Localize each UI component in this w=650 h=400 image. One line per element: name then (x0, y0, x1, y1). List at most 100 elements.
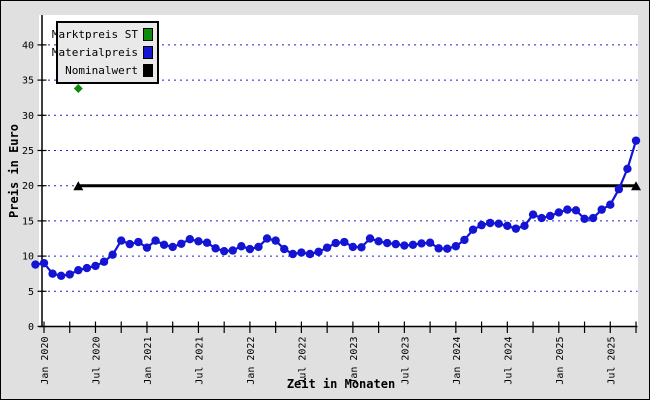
triangle-marker (73, 181, 84, 191)
data-point (280, 244, 289, 254)
axes (39, 15, 638, 328)
y-tick-label: 25 (22, 146, 34, 157)
data-point (159, 240, 169, 250)
data-point (425, 238, 435, 247)
data-point (245, 244, 255, 254)
data-point (125, 239, 134, 249)
x-axis-ticks: Jan 2020 Jul 2020 Jan 2021 Jul 2021 Jan 2022… (40, 321, 637, 385)
y-tick-label: 15 (22, 216, 34, 227)
data-point (177, 239, 186, 248)
data-point (297, 248, 306, 257)
data-point (468, 225, 478, 234)
data-point (65, 270, 74, 279)
data-point (503, 221, 512, 231)
x-tick-label: Jan 2022 (246, 337, 257, 385)
data-point (314, 247, 323, 257)
data-point (305, 249, 315, 259)
data-point (623, 164, 632, 174)
x-tick-label: Jul 2021 (194, 337, 205, 385)
data-point (74, 265, 83, 275)
legend-label: Materialpreis (51, 45, 138, 59)
x-tick-label: Jul 2024 (503, 337, 514, 385)
series-marktpreis-st (73, 84, 83, 94)
x-axis-title: Zeit in Monaten (287, 377, 395, 391)
data-point (288, 249, 298, 259)
y-tick-label: 0 (28, 322, 34, 333)
data-point (443, 244, 452, 253)
legend-swatch-nominalwert (143, 64, 153, 78)
data-point (357, 243, 366, 252)
data-point (134, 237, 143, 247)
data-point (271, 236, 280, 245)
data-point (580, 214, 589, 223)
data-point (211, 244, 220, 253)
y-axis-ticks: 0 5 10 15 20 25 30 35 40 (22, 40, 47, 333)
legend-item: Materialpreis (52, 45, 153, 60)
data-point (117, 236, 126, 245)
y-tick-label: 5 (28, 287, 34, 298)
data-point (485, 218, 495, 228)
data-point (537, 213, 546, 223)
data-point (546, 211, 555, 221)
series-materialpreis (31, 136, 641, 281)
x-tick-label: Jul 2022 (297, 337, 308, 385)
data-point (391, 239, 400, 249)
legend-swatch-marktpreis-st (143, 27, 153, 41)
data-point (31, 260, 40, 269)
data-point (219, 246, 229, 256)
data-point (614, 185, 624, 194)
data-point (520, 221, 529, 231)
legend-item: Marktpreis ST (52, 27, 153, 42)
y-tick-label: 10 (22, 252, 34, 263)
data-point (528, 210, 538, 219)
data-point (597, 205, 606, 214)
data-point (631, 136, 641, 145)
data-point (365, 234, 375, 243)
legend: Marktpreis ST Materialpreis Nominalwert (52, 21, 159, 84)
data-point (494, 219, 503, 228)
data-point (194, 237, 203, 246)
data-point (460, 235, 469, 245)
data-point (331, 238, 340, 248)
x-tick-label: Jan 2020 (40, 337, 51, 385)
data-point (374, 237, 383, 246)
y-axis-title: Preis in Euro (7, 124, 21, 218)
x-tick-label: Jul 2025 (606, 337, 617, 385)
data-point (202, 238, 212, 247)
data-point (254, 242, 263, 252)
data-point (563, 205, 572, 214)
x-tick-label: Jan 2023 (349, 337, 360, 385)
data-point (408, 240, 418, 250)
data-point (606, 200, 615, 209)
legend-swatch-materialpreis (143, 45, 153, 59)
data-point (348, 242, 358, 252)
data-point (511, 224, 521, 233)
data-point (142, 243, 152, 252)
data-point (168, 242, 177, 252)
legend-item: Nominalwert (62, 63, 153, 78)
data-point (99, 257, 109, 266)
data-point (477, 220, 486, 230)
data-point (56, 271, 66, 281)
data-point (554, 208, 563, 217)
data-point (340, 237, 349, 247)
data-point (151, 236, 160, 245)
y-tick-label: 35 (22, 76, 34, 87)
x-tick-label: Jan 2024 (452, 337, 463, 385)
triangle-marker (631, 181, 642, 191)
legend-label: Marktpreis ST (51, 27, 138, 41)
data-point (48, 269, 57, 278)
data-point (82, 263, 92, 273)
y-tick-label: 20 (22, 181, 34, 192)
x-tick-label: Jan 2021 (143, 337, 154, 385)
x-tick-label: Jul 2020 (91, 337, 102, 385)
data-point (451, 242, 461, 251)
x-tick-label: Jan 2025 (555, 337, 566, 385)
data-point (39, 258, 49, 268)
data-point (108, 250, 117, 259)
data-point (262, 234, 272, 243)
y-tick-label: 30 (22, 111, 34, 122)
legend-label: Nominalwert (65, 64, 138, 78)
marktpreis-diamond-marker (73, 84, 83, 94)
